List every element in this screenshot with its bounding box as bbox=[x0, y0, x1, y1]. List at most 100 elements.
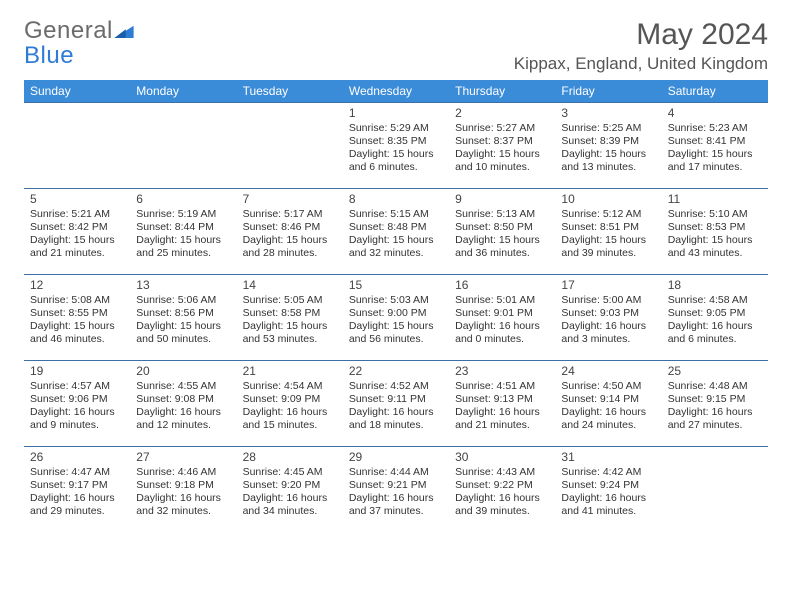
sunset-text: Sunset: 9:11 PM bbox=[349, 393, 443, 406]
sunset-text: Sunset: 9:05 PM bbox=[668, 307, 762, 320]
day-number: 23 bbox=[455, 364, 549, 379]
sunrise-text: Sunrise: 5:29 AM bbox=[349, 122, 443, 135]
daylight-text: Daylight: 16 hours bbox=[243, 406, 337, 419]
weekday-header: Monday bbox=[130, 80, 236, 103]
calendar-day-cell: 29Sunrise: 4:44 AMSunset: 9:21 PMDayligh… bbox=[343, 447, 449, 533]
sunset-text: Sunset: 9:08 PM bbox=[136, 393, 230, 406]
calendar-day-cell: 13Sunrise: 5:06 AMSunset: 8:56 PMDayligh… bbox=[130, 275, 236, 361]
sunrise-text: Sunrise: 4:47 AM bbox=[30, 466, 124, 479]
sunset-text: Sunset: 8:53 PM bbox=[668, 221, 762, 234]
sunset-text: Sunset: 9:21 PM bbox=[349, 479, 443, 492]
daylight-text: Daylight: 16 hours bbox=[30, 492, 124, 505]
daylight-text: and 41 minutes. bbox=[561, 505, 655, 518]
sunset-text: Sunset: 9:14 PM bbox=[561, 393, 655, 406]
day-number: 2 bbox=[455, 106, 549, 121]
sunrise-text: Sunrise: 4:58 AM bbox=[668, 294, 762, 307]
day-number: 7 bbox=[243, 192, 337, 207]
daylight-text: and 21 minutes. bbox=[30, 247, 124, 260]
daylight-text: and 18 minutes. bbox=[349, 419, 443, 432]
daylight-text: Daylight: 16 hours bbox=[561, 320, 655, 333]
daylight-text: and 29 minutes. bbox=[30, 505, 124, 518]
daylight-text: Daylight: 16 hours bbox=[30, 406, 124, 419]
day-number: 3 bbox=[561, 106, 655, 121]
calendar-day-cell: 1Sunrise: 5:29 AMSunset: 8:35 PMDaylight… bbox=[343, 103, 449, 189]
daylight-text: Daylight: 15 hours bbox=[561, 148, 655, 161]
calendar-day-cell: 25Sunrise: 4:48 AMSunset: 9:15 PMDayligh… bbox=[662, 361, 768, 447]
daylight-text: and 27 minutes. bbox=[668, 419, 762, 432]
daylight-text: and 21 minutes. bbox=[455, 419, 549, 432]
daylight-text: and 34 minutes. bbox=[243, 505, 337, 518]
sunset-text: Sunset: 8:56 PM bbox=[136, 307, 230, 320]
daylight-text: Daylight: 15 hours bbox=[561, 234, 655, 247]
daylight-text: and 15 minutes. bbox=[243, 419, 337, 432]
sunrise-text: Sunrise: 5:01 AM bbox=[455, 294, 549, 307]
sunset-text: Sunset: 9:13 PM bbox=[455, 393, 549, 406]
day-number: 16 bbox=[455, 278, 549, 293]
daylight-text: Daylight: 16 hours bbox=[349, 492, 443, 505]
sunset-text: Sunset: 8:58 PM bbox=[243, 307, 337, 320]
calendar-day-cell bbox=[130, 103, 236, 189]
daylight-text: and 32 minutes. bbox=[349, 247, 443, 260]
calendar-day-cell: 16Sunrise: 5:01 AMSunset: 9:01 PMDayligh… bbox=[449, 275, 555, 361]
daylight-text: and 10 minutes. bbox=[455, 161, 549, 174]
calendar-day-cell: 4Sunrise: 5:23 AMSunset: 8:41 PMDaylight… bbox=[662, 103, 768, 189]
day-number: 24 bbox=[561, 364, 655, 379]
sunset-text: Sunset: 9:22 PM bbox=[455, 479, 549, 492]
sunrise-text: Sunrise: 5:13 AM bbox=[455, 208, 549, 221]
daylight-text: and 32 minutes. bbox=[136, 505, 230, 518]
calendar-day-cell: 31Sunrise: 4:42 AMSunset: 9:24 PMDayligh… bbox=[555, 447, 661, 533]
sunset-text: Sunset: 9:09 PM bbox=[243, 393, 337, 406]
sunset-text: Sunset: 8:37 PM bbox=[455, 135, 549, 148]
calendar-day-cell: 15Sunrise: 5:03 AMSunset: 9:00 PMDayligh… bbox=[343, 275, 449, 361]
day-number: 6 bbox=[136, 192, 230, 207]
daylight-text: Daylight: 15 hours bbox=[30, 234, 124, 247]
calendar-day-cell: 10Sunrise: 5:12 AMSunset: 8:51 PMDayligh… bbox=[555, 189, 661, 275]
daylight-text: Daylight: 16 hours bbox=[136, 406, 230, 419]
daylight-text: Daylight: 16 hours bbox=[455, 320, 549, 333]
daylight-text: Daylight: 15 hours bbox=[136, 234, 230, 247]
sunset-text: Sunset: 9:24 PM bbox=[561, 479, 655, 492]
calendar-day-cell: 26Sunrise: 4:47 AMSunset: 9:17 PMDayligh… bbox=[24, 447, 130, 533]
daylight-text: Daylight: 15 hours bbox=[243, 320, 337, 333]
title-block: May 2024 Kippax, England, United Kingdom bbox=[514, 18, 768, 74]
month-title: May 2024 bbox=[514, 18, 768, 52]
daylight-text: and 3 minutes. bbox=[561, 333, 655, 346]
calendar-week-row: 19Sunrise: 4:57 AMSunset: 9:06 PMDayligh… bbox=[24, 361, 768, 447]
calendar-day-cell: 11Sunrise: 5:10 AMSunset: 8:53 PMDayligh… bbox=[662, 189, 768, 275]
daylight-text: and 25 minutes. bbox=[136, 247, 230, 260]
day-number: 13 bbox=[136, 278, 230, 293]
sunrise-text: Sunrise: 5:25 AM bbox=[561, 122, 655, 135]
weekday-header: Sunday bbox=[24, 80, 130, 103]
day-number: 18 bbox=[668, 278, 762, 293]
sunrise-text: Sunrise: 5:06 AM bbox=[136, 294, 230, 307]
calendar-body: 1Sunrise: 5:29 AMSunset: 8:35 PMDaylight… bbox=[24, 103, 768, 533]
sunrise-text: Sunrise: 4:50 AM bbox=[561, 380, 655, 393]
calendar-day-cell: 24Sunrise: 4:50 AMSunset: 9:14 PMDayligh… bbox=[555, 361, 661, 447]
sunset-text: Sunset: 8:41 PM bbox=[668, 135, 762, 148]
calendar-day-cell: 3Sunrise: 5:25 AMSunset: 8:39 PMDaylight… bbox=[555, 103, 661, 189]
weekday-header: Tuesday bbox=[237, 80, 343, 103]
day-number: 11 bbox=[668, 192, 762, 207]
daylight-text: Daylight: 16 hours bbox=[349, 406, 443, 419]
calendar-day-cell: 28Sunrise: 4:45 AMSunset: 9:20 PMDayligh… bbox=[237, 447, 343, 533]
sunset-text: Sunset: 8:39 PM bbox=[561, 135, 655, 148]
calendar-week-row: 5Sunrise: 5:21 AMSunset: 8:42 PMDaylight… bbox=[24, 189, 768, 275]
calendar-day-cell bbox=[237, 103, 343, 189]
calendar-day-cell: 27Sunrise: 4:46 AMSunset: 9:18 PMDayligh… bbox=[130, 447, 236, 533]
sunrise-text: Sunrise: 4:55 AM bbox=[136, 380, 230, 393]
day-number: 15 bbox=[349, 278, 443, 293]
daylight-text: Daylight: 16 hours bbox=[243, 492, 337, 505]
weekday-header: Wednesday bbox=[343, 80, 449, 103]
sunset-text: Sunset: 9:20 PM bbox=[243, 479, 337, 492]
day-number: 14 bbox=[243, 278, 337, 293]
day-number: 27 bbox=[136, 450, 230, 465]
calendar-day-cell bbox=[662, 447, 768, 533]
sunset-text: Sunset: 9:15 PM bbox=[668, 393, 762, 406]
sunrise-text: Sunrise: 5:21 AM bbox=[30, 208, 124, 221]
daylight-text: Daylight: 15 hours bbox=[668, 234, 762, 247]
calendar-week-row: 12Sunrise: 5:08 AMSunset: 8:55 PMDayligh… bbox=[24, 275, 768, 361]
weekday-header: Saturday bbox=[662, 80, 768, 103]
daylight-text: Daylight: 16 hours bbox=[455, 406, 549, 419]
calendar-day-cell: 6Sunrise: 5:19 AMSunset: 8:44 PMDaylight… bbox=[130, 189, 236, 275]
header: GeneralBlue May 2024 Kippax, England, Un… bbox=[24, 18, 768, 74]
